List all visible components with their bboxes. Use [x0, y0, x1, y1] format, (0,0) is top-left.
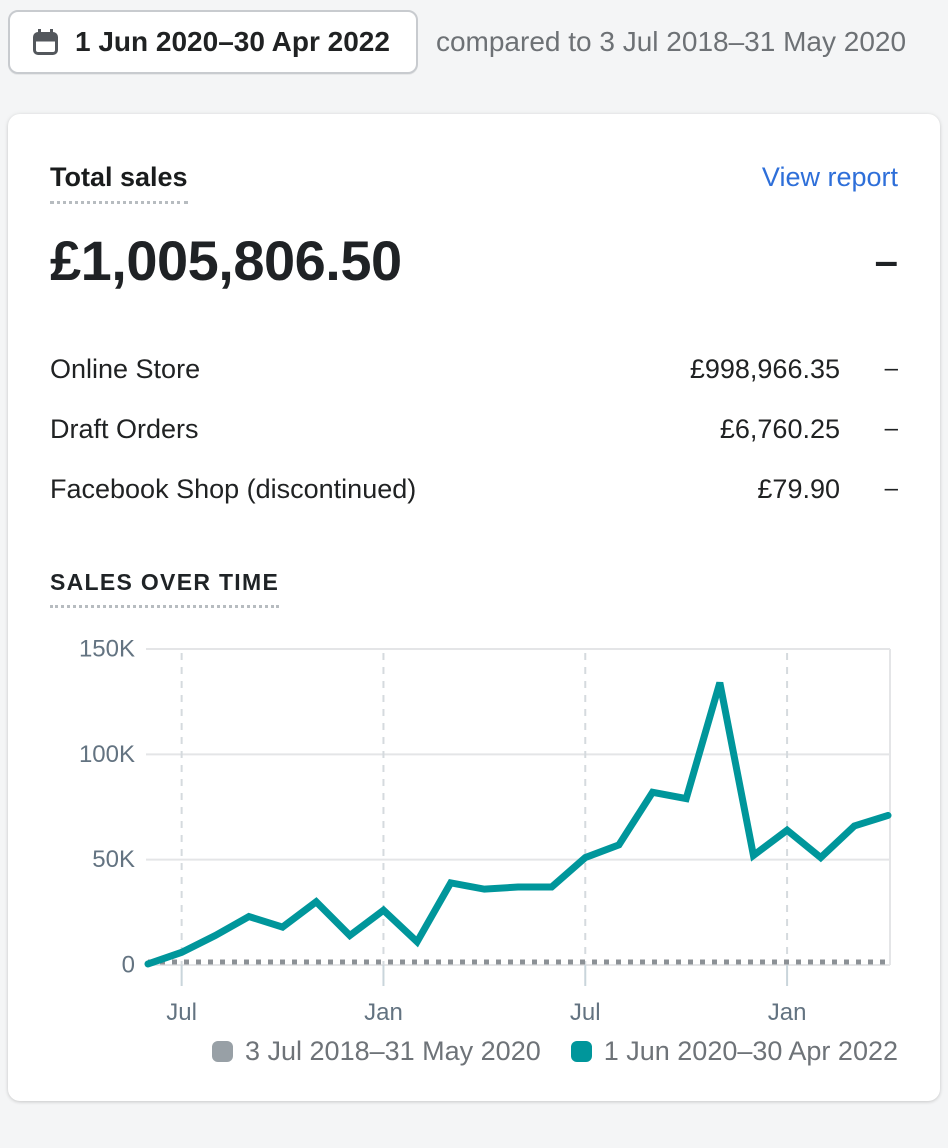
total-sales-value: £1,005,806.50 [50, 229, 402, 292]
legend-item-current-period: 1 Jun 2020–30 Apr 2022 [570, 1036, 898, 1067]
metric-title[interactable]: Total sales [50, 162, 188, 204]
date-range-button[interactable]: 1 Jun 2020–30 Apr 2022 [8, 10, 418, 74]
table-row: Facebook Shop (discontinued) £79.90 – [50, 459, 898, 519]
channel-comparison-dash: – [884, 415, 898, 442]
total-sales-card: Total sales View report £1,005,806.50 – … [8, 114, 940, 1101]
channel-breakdown: Online Store £998,966.35 – Draft Orders … [50, 339, 898, 519]
current-period-line [144, 681, 892, 968]
channel-label: Facebook Shop (discontinued) [50, 473, 417, 504]
compared-to-text: compared to 3 Jul 2018–31 May 2020 [435, 26, 907, 57]
sales-over-time-heading[interactable]: SALES OVER TIME [50, 569, 280, 608]
date-range-label: 1 Jun 2020–30 Apr 2022 [75, 26, 390, 57]
chart-legend: 3 Jul 2018–31 May 2020 1 Jun 2020–30 Apr… [50, 1036, 898, 1067]
legend-item-previous-period: 3 Jul 2018–31 May 2020 [212, 1036, 541, 1067]
channel-label: Draft Orders [50, 413, 199, 444]
y-axis-tick-label: 0 [122, 952, 135, 979]
view-report-link[interactable]: View report [761, 162, 898, 192]
channel-label: Online Store [50, 353, 201, 384]
channel-comparison-dash: – [884, 355, 898, 382]
table-row: Online Store £998,966.35 – [50, 339, 898, 399]
legend-label: 3 Jul 2018–31 May 2020 [245, 1036, 541, 1066]
table-row: Draft Orders £6,760.25 – [50, 399, 898, 459]
channel-comparison-dash: – [884, 475, 898, 502]
sales-chart-svg: 0 50K 100K 150K Jul Jan Jul Jan [79, 636, 892, 1026]
topbar: 1 Jun 2020–30 Apr 2022 compared to 3 Jul… [0, 0, 948, 74]
channel-value: £6,760.25 [719, 413, 840, 444]
y-axis-tick-label: 100K [79, 741, 135, 768]
total-comparison-dash: – [874, 236, 898, 284]
legend-label: 1 Jun 2020–30 Apr 2022 [603, 1036, 898, 1066]
x-axis-tick-label: Jul [570, 999, 601, 1026]
channel-value: £998,966.35 [689, 353, 840, 384]
y-axis-tick-label: 50K [92, 846, 135, 873]
x-axis-tick-label: Jul [166, 999, 197, 1026]
sales-over-time-chart[interactable]: 0 50K 100K 150K Jul Jan Jul Jan [50, 632, 898, 1028]
y-axis-tick-label: 150K [79, 636, 135, 663]
channel-value: £79.90 [757, 473, 840, 504]
current-period-swatch [570, 1041, 592, 1062]
previous-period-swatch [212, 1041, 233, 1062]
calendar-icon [30, 27, 61, 58]
x-axis-tick-label: Jan [364, 999, 403, 1026]
x-axis-tick-label: Jan [768, 999, 807, 1026]
